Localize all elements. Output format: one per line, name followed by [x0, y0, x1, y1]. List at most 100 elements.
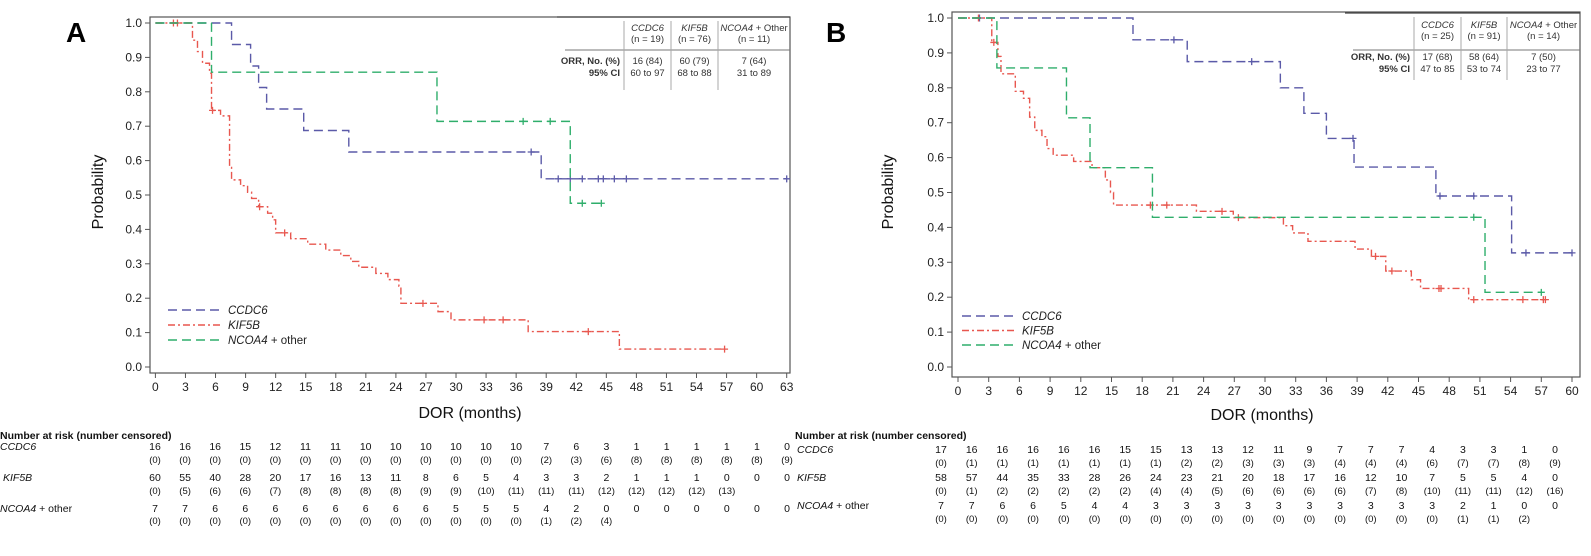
risk-gene: KIF5B — [3, 472, 32, 484]
y-tick-label: 0.5 — [927, 186, 944, 200]
at-risk-count: 1 — [754, 441, 760, 453]
legend-label: NCOA4 + other — [1022, 340, 1101, 352]
at-risk-count: 6 — [242, 503, 248, 515]
at-risk-count: 17 — [1304, 472, 1316, 484]
censored-count: (8) — [631, 455, 643, 466]
at-risk-count: 5 — [1061, 500, 1067, 512]
panel-letter: B — [826, 17, 846, 48]
censor-mark — [1372, 252, 1380, 260]
at-risk-count: 7 — [543, 441, 549, 453]
censor-mark — [281, 229, 289, 237]
censored-count: (16) — [1547, 486, 1564, 497]
y-axis-label: Probability — [880, 155, 897, 230]
at-risk-count: 0 — [634, 503, 640, 515]
censored-count: (2) — [997, 486, 1009, 497]
at-risk-count: 4 — [1429, 444, 1435, 456]
risk-gene: NCOA4 — [0, 503, 36, 515]
at-risk-count: 0 — [724, 503, 730, 515]
at-risk-count: 17 — [300, 472, 312, 484]
censored-count: (5) — [1211, 486, 1223, 497]
orr-row-label: 95% CI — [589, 68, 620, 79]
censor-mark — [1437, 284, 1445, 292]
x-tick-label: 48 — [1443, 384, 1457, 398]
orr-column-header: KIF5B — [681, 23, 708, 34]
at-risk-count: 15 — [1119, 444, 1131, 456]
censored-count: (2) — [1518, 514, 1530, 525]
risk-row-label: CCDC6 — [0, 441, 36, 453]
censored-count: (1) — [1119, 458, 1131, 469]
legend-suffix: + other — [268, 335, 307, 347]
at-risk-count: 0 — [694, 503, 700, 515]
censored-count: (0) — [149, 516, 161, 527]
censored-count: (1) — [1089, 458, 1101, 469]
censored-count: (1) — [1150, 458, 1162, 469]
at-risk-count: 8 — [423, 472, 429, 484]
at-risk-count: 13 — [1181, 444, 1193, 456]
censored-count: (0) — [480, 516, 492, 527]
censored-count: (0) — [420, 516, 432, 527]
risk-gene: NCOA4 — [797, 500, 833, 512]
censored-count: (0) — [935, 514, 947, 525]
censored-count: (0) — [935, 486, 947, 497]
at-risk-count: 10 — [390, 441, 402, 453]
at-risk-count: 4 — [1521, 472, 1527, 484]
at-risk-count: 60 — [149, 472, 161, 484]
censored-count: (0) — [1211, 514, 1223, 525]
y-tick-label: 0.3 — [927, 255, 944, 269]
censor-mark — [1388, 267, 1396, 275]
orr-n: (n = 91) — [1467, 31, 1500, 42]
censored-count: (7) — [1365, 486, 1377, 497]
at-risk-count: 0 — [784, 503, 790, 515]
censor-mark — [721, 345, 729, 353]
y-tick-label: 0.7 — [125, 119, 142, 133]
at-risk-count: 0 — [784, 472, 790, 484]
censored-count: (0) — [1027, 514, 1039, 525]
at-risk-count: 3 — [1399, 500, 1405, 512]
risk-row-label: NCOA4 + other — [0, 503, 73, 515]
y-tick-label: 0.9 — [927, 46, 944, 60]
at-risk-count: 26 — [1119, 472, 1131, 484]
at-risk-count: 4 — [1092, 500, 1098, 512]
y-tick-label: 0.3 — [125, 257, 142, 271]
orr-column-header: NCOA4 + Other — [1510, 20, 1577, 31]
x-tick-label: 24 — [1197, 384, 1211, 398]
x-tick-label: 0 — [152, 380, 159, 394]
censored-count: (0) — [149, 455, 161, 466]
at-risk-count: 5 — [513, 503, 519, 515]
censored-count: (1) — [1058, 458, 1070, 469]
at-risk-count: 5 — [453, 503, 459, 515]
censored-count: (0) — [390, 516, 402, 527]
censored-count: (5) — [179, 486, 191, 497]
censor-mark — [1568, 249, 1576, 257]
orr-value: 16 (84) — [632, 56, 662, 67]
legend-label: CCDC6 — [228, 305, 268, 317]
at-risk-count: 10 — [450, 441, 462, 453]
at-risk-count: 6 — [303, 503, 309, 515]
censored-count: (6) — [601, 455, 613, 466]
censored-count: (7) — [1488, 458, 1500, 469]
at-risk-count: 1 — [664, 472, 670, 484]
at-risk-count: 40 — [209, 472, 221, 484]
censor-mark — [990, 38, 998, 46]
at-risk-count: 7 — [182, 503, 188, 515]
x-tick-label: 30 — [1258, 384, 1272, 398]
at-risk-count: 3 — [1429, 500, 1435, 512]
censored-count: (8) — [661, 455, 673, 466]
at-risk-count: 3 — [543, 472, 549, 484]
at-risk-count: 16 — [209, 441, 221, 453]
at-risk-count: 5 — [483, 472, 489, 484]
censored-count: (6) — [1304, 486, 1316, 497]
censor-mark — [519, 117, 527, 125]
x-tick-label: 27 — [1228, 384, 1242, 398]
x-tick-label: 30 — [449, 380, 463, 394]
x-tick-label: 18 — [329, 380, 343, 394]
censored-count: (0) — [1334, 514, 1346, 525]
at-risk-count: 0 — [754, 503, 760, 515]
at-risk-count: 10 — [360, 441, 372, 453]
censor-mark — [527, 148, 535, 156]
x-tick-label: 18 — [1136, 384, 1150, 398]
at-risk-count: 1 — [694, 472, 700, 484]
censor-mark — [554, 175, 562, 183]
at-risk-count: 3 — [1337, 500, 1343, 512]
censored-count: (0) — [1242, 514, 1254, 525]
